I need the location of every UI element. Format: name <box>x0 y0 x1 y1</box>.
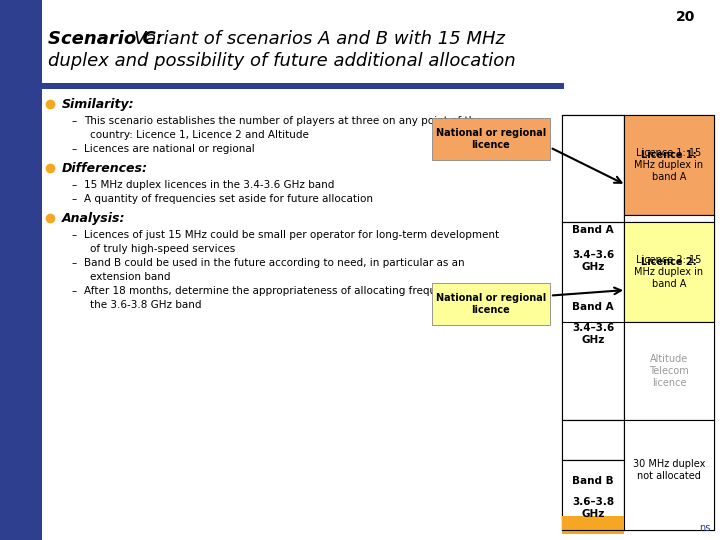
Text: Licence 2: 15
MHz duplex in
band A: Licence 2: 15 MHz duplex in band A <box>634 255 703 288</box>
Text: After 18 months, determine the appropriateness of allocating frequencies in: After 18 months, determine the appropria… <box>84 286 482 296</box>
Text: National or regional
licence: National or regional licence <box>436 293 546 315</box>
Text: –: – <box>72 258 77 268</box>
Text: Differences:: Differences: <box>62 162 148 175</box>
Text: Analysis:: Analysis: <box>62 212 125 225</box>
Bar <box>42 83 564 89</box>
Text: of truly high-speed services: of truly high-speed services <box>90 244 235 254</box>
Bar <box>432 118 550 160</box>
Text: National or regional
licence: National or regional licence <box>436 128 546 150</box>
Text: the 3.6-3.8 GHz band: the 3.6-3.8 GHz band <box>90 300 202 310</box>
Text: 3.6–3.8
GHz: 3.6–3.8 GHz <box>572 497 614 518</box>
Text: Band A: Band A <box>572 225 614 235</box>
Text: Similarity:: Similarity: <box>62 98 135 111</box>
Bar <box>562 516 624 534</box>
Text: 30 MHz duplex
not allocated: 30 MHz duplex not allocated <box>633 459 705 481</box>
Text: 15 MHz duplex licences in the 3.4-3.6 GHz band: 15 MHz duplex licences in the 3.4-3.6 GH… <box>84 180 334 190</box>
Text: –: – <box>72 194 77 204</box>
Text: duplex and possibility of future additional allocation: duplex and possibility of future additio… <box>48 52 516 70</box>
Text: –: – <box>72 180 77 190</box>
Text: Licences are national or regional: Licences are national or regional <box>84 144 255 154</box>
Bar <box>562 115 624 420</box>
Bar <box>624 420 714 530</box>
Text: –: – <box>72 286 77 296</box>
Text: –: – <box>72 144 77 154</box>
Bar <box>624 222 714 322</box>
Bar <box>562 460 624 530</box>
Text: Variant of scenarios A and B with 15 MHz: Variant of scenarios A and B with 15 MHz <box>134 30 505 48</box>
Text: Band B could be used in the future according to need, in particular as an: Band B could be used in the future accor… <box>84 258 464 268</box>
Bar <box>624 115 714 215</box>
Bar <box>624 215 714 222</box>
Text: Band B: Band B <box>572 476 614 486</box>
Text: This scenario establishes the number of players at three on any point of the: This scenario establishes the number of … <box>84 116 482 126</box>
Text: –: – <box>72 116 77 126</box>
Text: Altitude
Telecom
licence: Altitude Telecom licence <box>649 354 689 388</box>
Text: Band A: Band A <box>572 302 614 312</box>
Bar <box>0 0 42 540</box>
Text: country: Licence 1, Licence 2 and Altitude: country: Licence 1, Licence 2 and Altitu… <box>90 130 309 140</box>
Text: –: – <box>72 230 77 240</box>
Text: ns: ns <box>698 523 710 533</box>
Text: Licence 2:: Licence 2: <box>641 257 697 267</box>
Text: Licence 1: 15
MHz duplex in
band A: Licence 1: 15 MHz duplex in band A <box>634 148 703 181</box>
Bar <box>562 115 714 530</box>
Text: Licence 1:: Licence 1: <box>641 150 697 160</box>
Text: 3.4–3.6
GHz: 3.4–3.6 GHz <box>572 250 614 272</box>
Text: Licences of just 15 MHz could be small per operator for long-term development: Licences of just 15 MHz could be small p… <box>84 230 499 240</box>
Bar <box>432 283 550 325</box>
Text: 20: 20 <box>675 10 695 24</box>
Bar <box>562 420 624 460</box>
Text: 3.4–3.6
GHz: 3.4–3.6 GHz <box>572 323 614 345</box>
Text: Scenario C:: Scenario C: <box>48 30 163 48</box>
Text: A quantity of frequencies set aside for future allocation: A quantity of frequencies set aside for … <box>84 194 373 204</box>
Text: extension band: extension band <box>90 272 171 282</box>
Bar <box>624 322 714 420</box>
